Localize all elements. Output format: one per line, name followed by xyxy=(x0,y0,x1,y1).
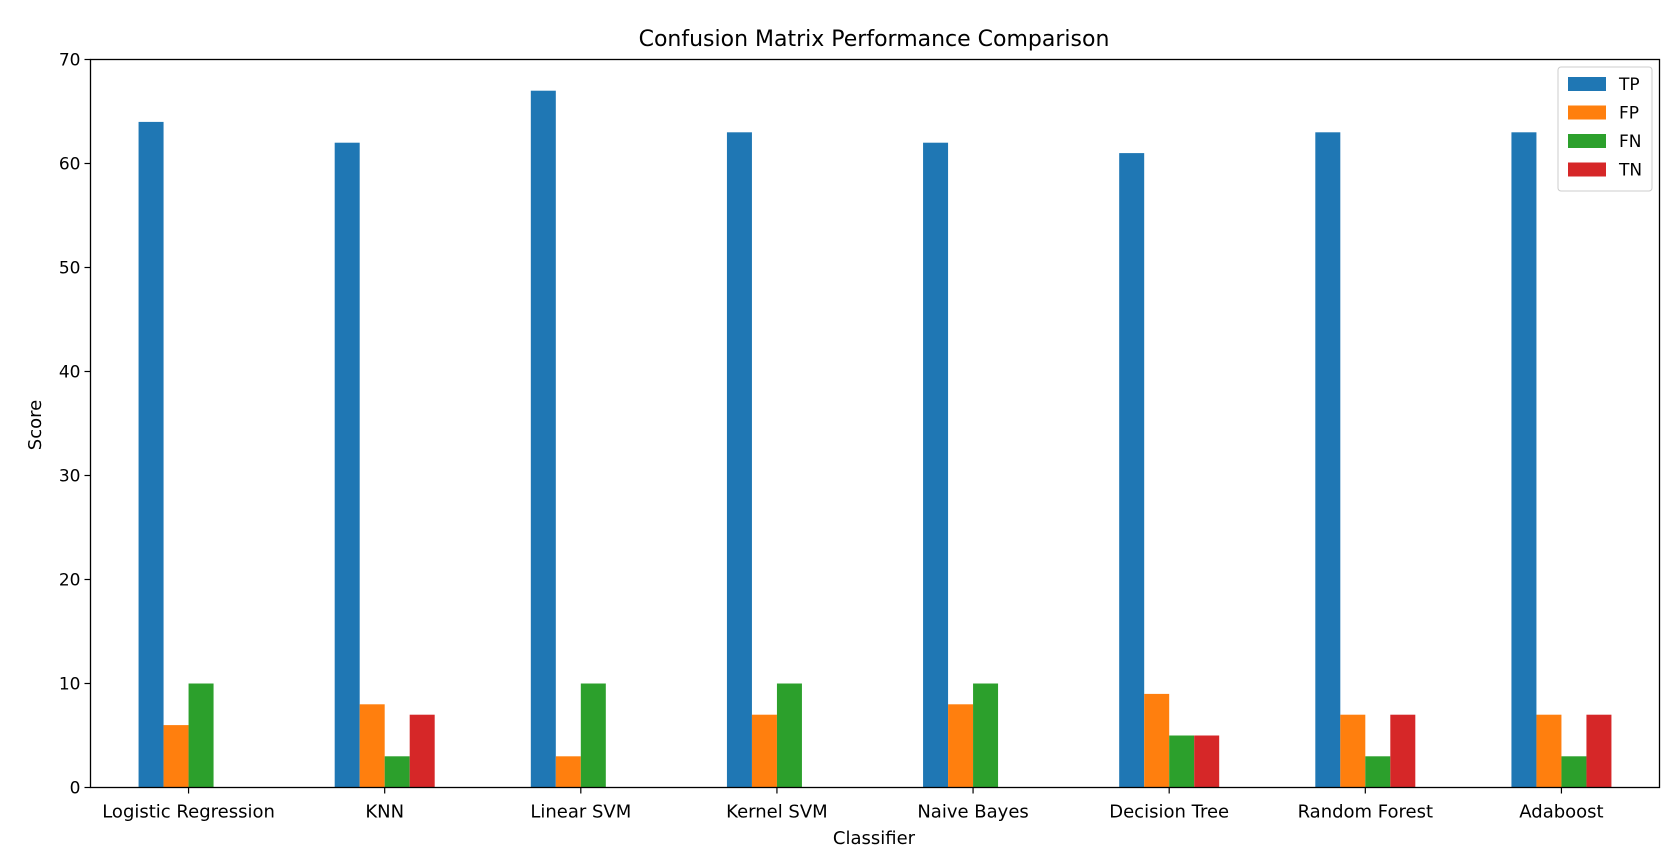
bar-fp-5 xyxy=(1144,693,1170,788)
bar-tp-2 xyxy=(530,90,556,788)
bar-fp-6 xyxy=(1340,714,1366,788)
legend: TP FP FN TN xyxy=(1557,66,1653,192)
bar-tp-0 xyxy=(138,121,164,788)
y-tick-label: 20 xyxy=(59,571,81,591)
bar-tn-5 xyxy=(1194,735,1220,788)
x-tick-label: Random Forest xyxy=(1298,802,1433,823)
y-ticks-group: 0 10 20 30 40 50 60 70 xyxy=(59,51,91,799)
bar-fp-7 xyxy=(1536,714,1562,788)
x-tick-label: Logistic Regression xyxy=(102,802,275,823)
legend-label-fn: FN xyxy=(1619,132,1642,152)
legend-label-fp: FP xyxy=(1619,104,1639,124)
legend-swatch-fp xyxy=(1568,105,1606,120)
bars-group xyxy=(138,90,1612,788)
plot-frame xyxy=(89,58,1661,789)
bar-tp-7 xyxy=(1511,132,1537,788)
bar-tn-7 xyxy=(1586,714,1612,788)
x-ticks-group: Logistic Regression KNN Linear SVM Kernel S… xyxy=(102,787,1604,823)
bar-tp-6 xyxy=(1315,132,1341,788)
legend-label-tn: TN xyxy=(1618,161,1642,181)
bar-fn-6 xyxy=(1365,756,1391,788)
x-tick-label: Naive Bayes xyxy=(917,802,1028,823)
y-tick-label: 60 xyxy=(59,155,81,175)
y-tick-label: 30 xyxy=(59,467,81,487)
chart-title: Confusion Matrix Performance Comparison xyxy=(639,27,1110,52)
x-axis-label: Classifier xyxy=(833,828,916,849)
bar-fn-5 xyxy=(1169,735,1195,788)
bar-fn-2 xyxy=(580,683,606,788)
bar-tp-4 xyxy=(923,142,949,788)
x-tick-label: Decision Tree xyxy=(1109,802,1229,823)
bar-fn-7 xyxy=(1561,756,1587,788)
bar-tp-3 xyxy=(726,132,752,788)
bar-fp-0 xyxy=(163,725,189,788)
bar-fp-3 xyxy=(751,714,777,788)
bar-fp-2 xyxy=(555,756,581,788)
bar-fp-4 xyxy=(948,704,974,788)
y-axis-label: Score xyxy=(25,400,46,450)
bar-tn-1 xyxy=(409,714,435,788)
x-tick-label: Kernel SVM xyxy=(726,802,828,823)
y-tick-label: 40 xyxy=(59,363,81,383)
legend-box xyxy=(1557,66,1653,192)
legend-swatch-fn xyxy=(1568,134,1606,148)
x-tick-label: Linear SVM xyxy=(530,802,631,823)
bar-fn-3 xyxy=(776,683,802,788)
legend-swatch-tn xyxy=(1568,162,1606,177)
bar-fn-0 xyxy=(188,683,214,788)
bar-fn-4 xyxy=(973,683,999,788)
y-tick-label: 0 xyxy=(70,779,81,799)
bar-tp-5 xyxy=(1119,153,1145,788)
x-tick-label: KNN xyxy=(365,802,404,823)
legend-label-tp: TP xyxy=(1618,75,1640,95)
y-tick-label: 50 xyxy=(59,259,81,279)
bar-fn-1 xyxy=(384,756,410,788)
y-tick-label: 10 xyxy=(59,675,81,695)
bar-fp-1 xyxy=(359,704,385,788)
bar-tp-1 xyxy=(334,142,360,788)
legend-swatch-tp xyxy=(1568,77,1606,91)
x-tick-label: Adaboost xyxy=(1519,802,1603,823)
bar-tn-6 xyxy=(1390,714,1416,788)
y-tick-label: 70 xyxy=(59,51,81,71)
